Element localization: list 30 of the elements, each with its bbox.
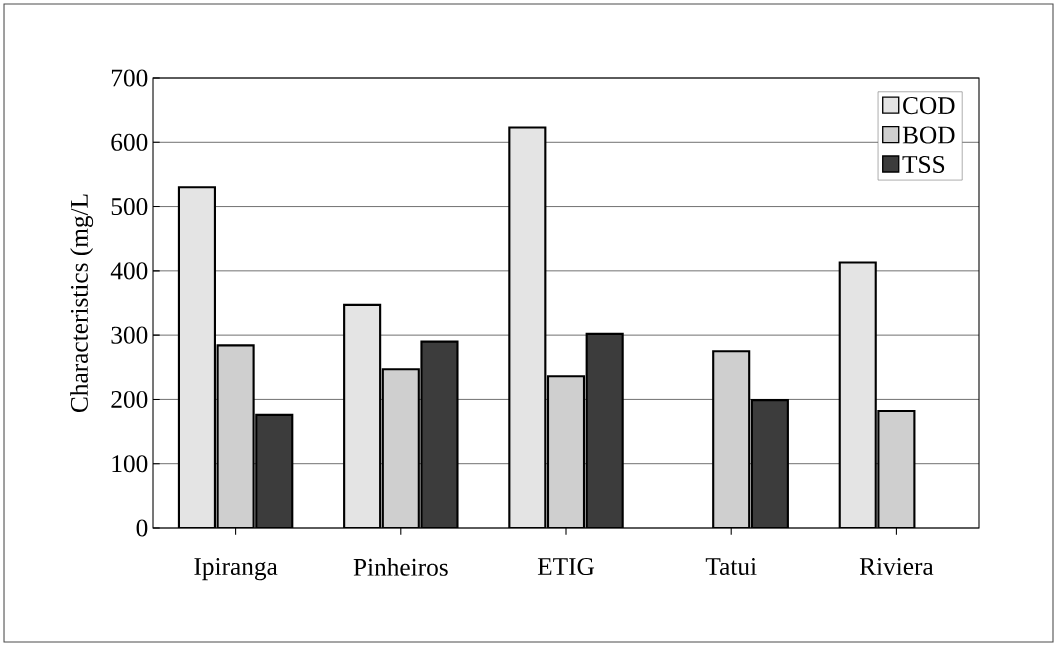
bar	[508, 126, 547, 528]
bar	[712, 350, 751, 528]
legend-label: COD	[903, 97, 955, 115]
legend-label: TSS	[902, 155, 945, 173]
y-tick-label: 700	[111, 69, 148, 87]
bar	[420, 340, 459, 528]
bar	[343, 303, 382, 528]
bar	[216, 344, 255, 528]
y-tick-label: 500	[111, 198, 148, 216]
bar	[838, 261, 877, 528]
y-tick-label: 200	[111, 390, 148, 408]
x-tick-label: Tatui	[705, 558, 757, 576]
y-axis-title: Characteristics (mg/L	[70, 194, 94, 413]
bar	[177, 186, 217, 528]
x-tick-label: Riviera	[859, 558, 934, 576]
bar	[750, 398, 789, 528]
y-tick-label: 0	[136, 519, 148, 537]
y-tick-label: 600	[111, 133, 148, 151]
y-tick-label: 300	[111, 326, 148, 344]
x-tick-label: Pinheiros	[353, 558, 448, 576]
legend-label: BOD	[902, 126, 955, 144]
x-tick-label: ETIG	[537, 558, 595, 576]
bar	[255, 413, 294, 528]
x-tick-label: Ipiranga	[194, 558, 278, 581]
y-tick-label: 400	[110, 262, 148, 280]
bar	[381, 368, 420, 528]
bar	[585, 332, 624, 528]
bar	[877, 409, 916, 528]
bar	[546, 375, 586, 528]
y-tick-label: 100	[112, 455, 148, 473]
